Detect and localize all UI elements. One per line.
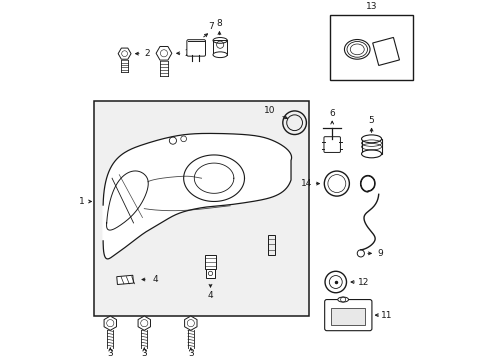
Polygon shape (138, 316, 150, 330)
Text: 14: 14 (300, 179, 311, 188)
Text: 4: 4 (152, 275, 158, 284)
Text: 11: 11 (381, 311, 392, 320)
Polygon shape (118, 48, 131, 59)
Text: 3: 3 (107, 349, 113, 358)
Ellipse shape (213, 52, 227, 58)
Bar (267, 235, 274, 255)
Bar (204, 255, 215, 270)
Ellipse shape (337, 297, 348, 302)
Bar (213, 40, 227, 55)
Bar (94, 101, 308, 316)
Polygon shape (103, 134, 291, 259)
Text: 4: 4 (207, 291, 213, 300)
Text: 13: 13 (365, 2, 377, 11)
Text: 2: 2 (184, 49, 190, 58)
Bar (206, 269, 214, 278)
Bar (117, 275, 133, 284)
Bar (330, 308, 365, 325)
Text: 8: 8 (216, 19, 222, 28)
Text: 2: 2 (143, 49, 149, 58)
Bar (372, 37, 399, 66)
Ellipse shape (361, 135, 381, 143)
Polygon shape (156, 46, 171, 60)
Polygon shape (184, 316, 197, 330)
Bar (330, 15, 412, 80)
Polygon shape (183, 155, 244, 202)
Bar (361, 139, 381, 154)
Text: 3: 3 (187, 349, 193, 358)
Ellipse shape (361, 150, 381, 158)
FancyBboxPatch shape (323, 137, 340, 152)
FancyBboxPatch shape (324, 300, 371, 331)
FancyBboxPatch shape (186, 40, 205, 56)
Text: 7: 7 (208, 22, 214, 31)
Text: 12: 12 (357, 278, 368, 287)
Text: 1: 1 (79, 197, 84, 206)
Text: 9: 9 (377, 249, 383, 258)
Text: 5: 5 (368, 116, 374, 125)
Polygon shape (104, 316, 116, 330)
Text: 3: 3 (141, 349, 147, 358)
Text: 6: 6 (328, 109, 334, 118)
Text: 10: 10 (263, 106, 275, 115)
